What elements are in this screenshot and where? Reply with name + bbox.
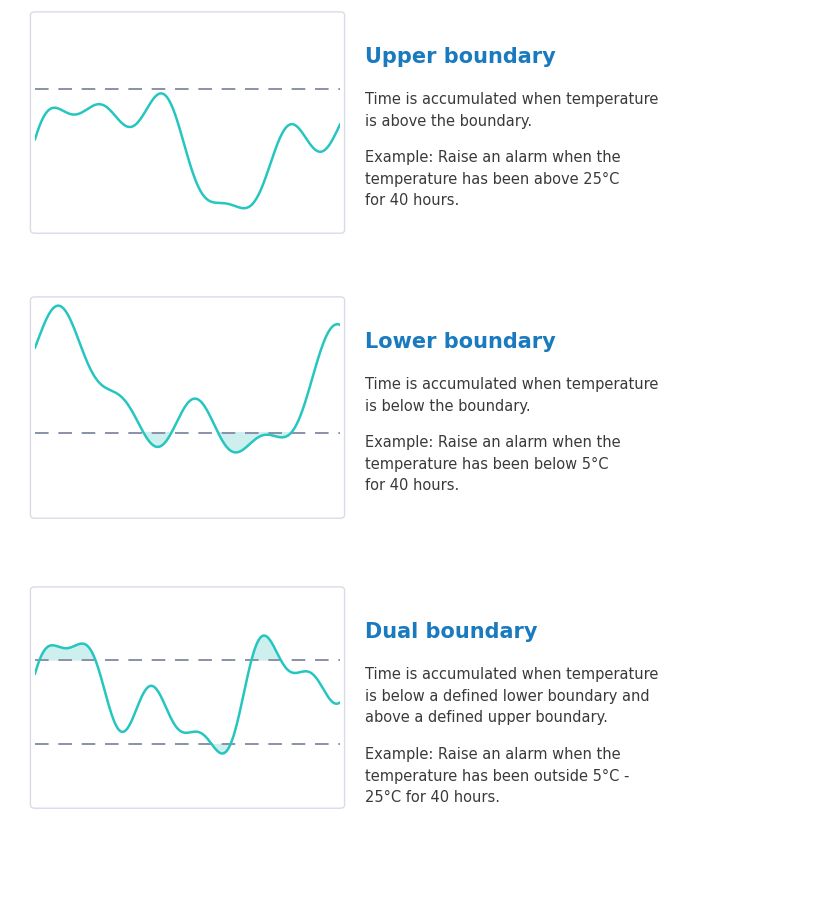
Text: Time is accumulated when temperature
is below the boundary.: Time is accumulated when temperature is … [365,377,659,414]
Text: Example: Raise an alarm when the
temperature has been below 5°C
for 40 hours.: Example: Raise an alarm when the tempera… [365,435,620,493]
Text: Upper boundary: Upper boundary [365,47,556,67]
Text: Example: Raise an alarm when the
temperature has been above 25°C
for 40 hours.: Example: Raise an alarm when the tempera… [365,150,620,208]
Text: Lower boundary: Lower boundary [365,332,556,352]
Text: Time is accumulated when temperature
is below a defined lower boundary and
above: Time is accumulated when temperature is … [365,667,659,725]
Text: Dual boundary: Dual boundary [365,622,537,642]
Text: Time is accumulated when temperature
is above the boundary.: Time is accumulated when temperature is … [365,92,659,128]
Text: Example: Raise an alarm when the
temperature has been outside 5°C -
25°C for 40 : Example: Raise an alarm when the tempera… [365,747,629,806]
